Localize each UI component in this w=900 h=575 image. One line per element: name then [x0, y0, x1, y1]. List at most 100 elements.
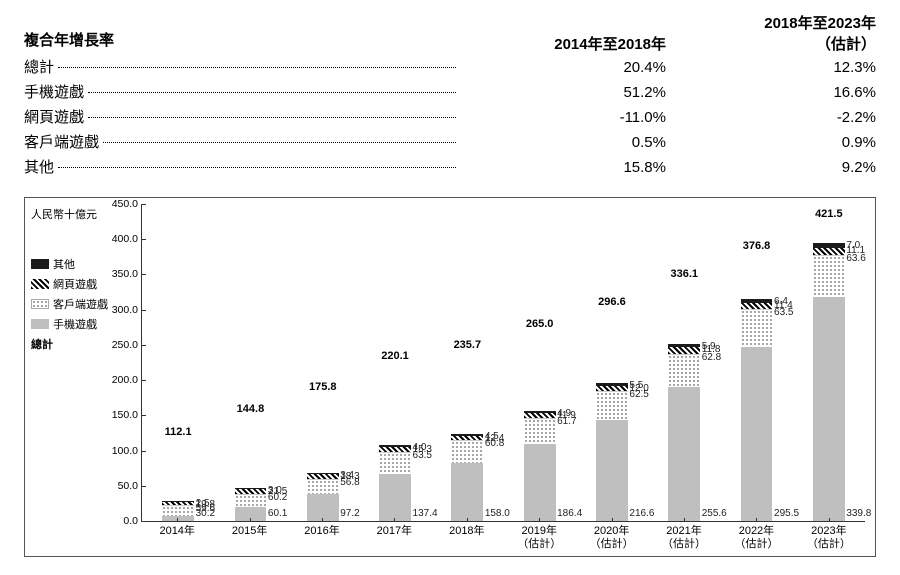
- segment-other: 4.5: [451, 434, 483, 436]
- segment-web: 18.3: [307, 474, 339, 479]
- bar-2015年: 60.160.221.53.0144.8: [235, 419, 267, 521]
- segment-client: 61.7: [524, 418, 556, 444]
- x-tick: 2015年: [213, 522, 285, 556]
- x-tick: 2019年（估計）: [503, 522, 575, 556]
- table-row: 其他 15.8%9.2%: [24, 154, 876, 179]
- segment-label: 255.6: [702, 508, 727, 519]
- segment-label: 339.8: [846, 508, 871, 519]
- bar-2023年: 339.863.611.17.0421.5: [813, 224, 845, 521]
- bar-total-label: 220.1: [381, 350, 409, 362]
- segment-label: 3.4: [340, 470, 354, 481]
- x-tick: 2016年: [286, 522, 358, 556]
- segment-label: 5.5: [629, 380, 643, 391]
- table-cell-c1: 15.8%: [456, 159, 666, 176]
- segment-label: 2.5: [196, 498, 210, 509]
- table-row: 網頁遊戲 -11.0%-2.2%: [24, 104, 876, 129]
- table-cell-c1: 20.4%: [456, 59, 666, 76]
- table-row-label: 手機遊戲: [24, 81, 84, 102]
- bar-2016年: 97.256.818.33.4175.8: [307, 397, 339, 521]
- bar-total-label: 112.1: [165, 426, 192, 438]
- x-tick: 2022年（估計）: [720, 522, 792, 556]
- segment-label: 4.9: [557, 408, 571, 419]
- swatch-other-icon: [31, 259, 49, 269]
- table-row: 客戶端遊戲0.5%0.9%: [24, 129, 876, 154]
- x-tick: 2023年（估計）: [793, 522, 865, 556]
- y-tick: 300.0: [102, 304, 138, 316]
- table-cell-c1: 51.2%: [456, 84, 666, 101]
- bar-total-label: 235.7: [454, 339, 482, 351]
- table-cell-c1: -11.0%: [456, 109, 666, 126]
- y-tick: 50.0: [102, 480, 138, 492]
- table-cell-c2: 12.3%: [666, 59, 876, 76]
- segment-other: 4.9: [524, 411, 556, 413]
- segment-mobile: 255.6: [668, 387, 700, 521]
- segment-label: 4.5: [485, 431, 499, 442]
- segment-other: 7.0: [813, 243, 845, 248]
- table-cell-c2: 9.2%: [666, 159, 876, 176]
- segment-web: 15.3: [379, 447, 411, 452]
- segment-web: 19.8: [162, 502, 194, 505]
- segment-client: 59.6: [162, 505, 194, 515]
- segment-label: 216.6: [629, 508, 654, 519]
- growth-rate-table: 複合年增長率 2014年至2018年 2018年至2023年 （估計） 總計20…: [24, 12, 876, 179]
- segment-web: 11.1: [813, 248, 845, 255]
- x-tick: 2021年（估計）: [648, 522, 720, 556]
- bar-total-label: 265.0: [526, 318, 554, 330]
- segment-label: 158.0: [485, 508, 510, 519]
- bar-total-label: 421.5: [815, 208, 843, 220]
- segment-label: 295.5: [774, 508, 799, 519]
- table-cell-c2: 16.6%: [666, 84, 876, 101]
- y-tick: 250.0: [102, 339, 138, 351]
- table-title: 複合年增長率: [24, 29, 114, 54]
- segment-client: 63.6: [813, 255, 845, 297]
- y-tick: 0.0: [102, 515, 138, 527]
- bar-total-label: 144.8: [237, 403, 265, 415]
- segment-mobile: 186.4: [524, 444, 556, 521]
- table-col1-header: 2014年至2018年: [456, 33, 666, 54]
- segment-label: 5.9: [702, 341, 716, 352]
- table-header-row: 複合年增長率 2014年至2018年 2018年至2023年 （估計）: [24, 12, 876, 54]
- table-row: 手機遊戲 51.2%16.6%: [24, 79, 876, 104]
- segment-web: 11.9: [524, 413, 556, 418]
- segment-web: 12.0: [596, 386, 628, 392]
- swatch-web-icon: [31, 279, 49, 289]
- table-row: 總計20.4%12.3%: [24, 54, 876, 79]
- segment-web: 21.5: [235, 489, 267, 494]
- segment-other: 5.9: [668, 344, 700, 347]
- segment-mobile: 216.6: [596, 420, 628, 521]
- table-cell-c2: 0.9%: [666, 134, 876, 151]
- table-row-label: 網頁遊戲: [24, 106, 84, 127]
- legend-mobile: 手機遊戲: [31, 316, 129, 332]
- segment-client: 60.8: [451, 440, 483, 462]
- chart-plot-area: 0.050.0100.0150.0200.0250.0300.0350.0400…: [135, 198, 875, 556]
- table-cell-c2: -2.2%: [666, 109, 876, 126]
- segment-label: 60.1: [268, 508, 287, 519]
- bar-2020年: 216.662.512.05.5296.6: [596, 312, 628, 521]
- segment-label: 137.4: [413, 508, 438, 519]
- x-tick: 2014年: [141, 522, 213, 556]
- table-row-label: 其他: [24, 156, 54, 177]
- segment-other: 3.4: [307, 473, 339, 474]
- segment-mobile: 137.4: [379, 474, 411, 521]
- segment-mobile: 97.2: [307, 494, 339, 521]
- segment-other: 4.0: [379, 445, 411, 446]
- swatch-mobile-icon: [31, 319, 49, 329]
- segment-client: 62.5: [596, 391, 628, 420]
- table-cell-c1: 0.5%: [456, 134, 666, 151]
- segment-web: 11.8: [668, 347, 700, 353]
- y-tick: 400.0: [102, 233, 138, 245]
- segment-label: 7.0: [846, 240, 860, 251]
- segment-client: 62.8: [668, 354, 700, 387]
- segment-label: 97.2: [340, 508, 359, 519]
- bar-total-label: 175.8: [309, 381, 337, 393]
- segment-other: 3.0: [235, 488, 267, 489]
- segment-client: 63.5: [741, 309, 773, 346]
- bar-total-label: 376.8: [743, 240, 771, 252]
- y-tick: 350.0: [102, 268, 138, 280]
- bar-2022年: 295.563.511.46.4376.8: [741, 256, 773, 521]
- segment-label: 3.0: [268, 485, 282, 496]
- x-tick: 2017年: [358, 522, 430, 556]
- segment-other: 6.4: [741, 299, 773, 303]
- segment-client: 60.2: [235, 494, 267, 508]
- y-tick: 150.0: [102, 409, 138, 421]
